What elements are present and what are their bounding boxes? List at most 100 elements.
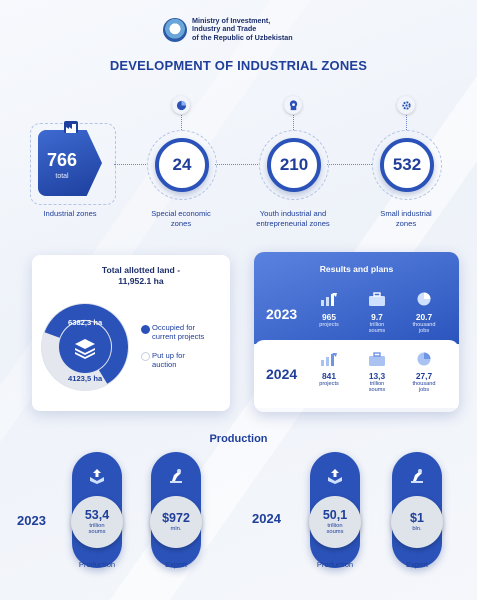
bar-growth-icon bbox=[321, 293, 337, 306]
factory-icon bbox=[64, 121, 78, 133]
production-2023-unit-1: trillion bbox=[89, 522, 105, 529]
connector-line bbox=[327, 164, 372, 165]
results-2023-projects: 965 bbox=[322, 312, 336, 322]
legend-auction-line-1: Put up for bbox=[152, 351, 185, 360]
export-2024-value: $1 bbox=[410, 510, 424, 525]
land-title-1: Total allotted land - bbox=[101, 265, 181, 275]
connector-line bbox=[114, 164, 148, 165]
legend-occupied-line-1: Occupied for bbox=[152, 323, 196, 332]
clock-pie-icon bbox=[417, 292, 431, 306]
export-2024-unit: bln. bbox=[412, 525, 422, 532]
youth-zones-count: 210 bbox=[267, 138, 321, 192]
export-2024-label: Export bbox=[406, 560, 428, 569]
special-zones-count: 24 bbox=[155, 138, 209, 192]
results-2024-jobs-unit-2: jobs bbox=[418, 387, 430, 394]
land-occupied-value: 6382,3 ha bbox=[68, 318, 103, 327]
production-2024-unit-1: trillion bbox=[327, 522, 343, 529]
results-year-2024: 2024 bbox=[266, 366, 298, 382]
small-zones-count: 532 bbox=[380, 138, 434, 192]
production-2023-label: Production bbox=[78, 560, 116, 569]
special-zones-label-1: Special economic bbox=[151, 209, 211, 218]
results-2024-jobs-unit: thousand jobs bbox=[399, 381, 449, 394]
production-2023-unit-2: soums bbox=[88, 529, 106, 535]
connector-line bbox=[406, 113, 407, 130]
state-emblem-logo bbox=[163, 18, 187, 42]
legend-auction-dot bbox=[141, 352, 150, 361]
land-title: Total allotted land - 11,952.1 ha bbox=[62, 265, 220, 287]
legend-occupied-label: Occupied for current projects bbox=[152, 323, 204, 341]
ministry-line-3: of the Republic of Uzbekistan bbox=[192, 32, 293, 42]
robot-arm-icon bbox=[399, 458, 435, 494]
small-zones-label-1: Small industrial bbox=[380, 209, 432, 218]
youth-zones-label: Youth industrial and entrepreneurial zon… bbox=[236, 209, 350, 229]
land-occupied-arc bbox=[42, 304, 128, 390]
industrial-zones-count: 766 bbox=[46, 150, 78, 170]
results-2024-soums-unit-2: soums bbox=[368, 387, 386, 394]
head-gears-icon bbox=[284, 96, 302, 114]
results-2023-jobs-unit-2: jobs bbox=[418, 328, 430, 335]
results-2023-projects-unit: projects bbox=[319, 322, 339, 328]
ministry-line-2: Industry and Trade bbox=[192, 24, 257, 34]
production-2024-label: Production bbox=[316, 560, 354, 569]
export-2024-value-circle: $1 bln. bbox=[391, 496, 443, 548]
results-2024-projects-unit: projects bbox=[319, 381, 339, 387]
results-2023-jobs-unit-1: thousand bbox=[412, 322, 436, 328]
export-2023-label: Export bbox=[165, 560, 187, 569]
production-2023-unit: trillion soums bbox=[88, 523, 105, 536]
ministry-line-1: Ministry of Investment, bbox=[192, 16, 271, 25]
industrial-zones-sub: total bbox=[55, 173, 69, 180]
small-zones-frame bbox=[372, 130, 442, 200]
legend-auction-label: Put up for auction bbox=[152, 351, 185, 369]
gears-icon bbox=[397, 96, 415, 114]
clock-pie-icon bbox=[417, 352, 431, 366]
box-upload-icon bbox=[317, 458, 353, 494]
production-title: Production bbox=[209, 433, 268, 445]
results-card: Results and plans 2023 965 projects 9.7 … bbox=[254, 252, 459, 412]
results-2023-jobs-unit: thousand jobs bbox=[399, 322, 449, 335]
production-2024-value: 50,1 bbox=[322, 507, 348, 522]
robot-arm-icon bbox=[158, 458, 194, 494]
small-zones-label-2: zones bbox=[395, 219, 417, 228]
special-zones-frame bbox=[147, 130, 217, 200]
briefcase-icon bbox=[369, 352, 385, 366]
youth-zones-frame bbox=[259, 130, 329, 200]
export-2023-unit: mln. bbox=[170, 525, 182, 532]
legend-auction-line-2: auction bbox=[152, 360, 177, 369]
youth-zones-label-1: Youth industrial and bbox=[259, 209, 327, 218]
results-2023-soums-unit: trillion soums bbox=[352, 322, 402, 335]
industrial-zones-label: Industrial zones bbox=[43, 209, 97, 218]
results-2023-soums-unit-2: soums bbox=[368, 328, 386, 335]
results-title: Results and plans bbox=[319, 264, 394, 274]
legend-occupied-line-2: current projects bbox=[152, 332, 205, 341]
special-zones-label: Special economic zones bbox=[130, 209, 232, 229]
youth-zones-label-2: entrepreneurial zones bbox=[256, 219, 330, 228]
results-2023-jobs: 20.7 bbox=[415, 312, 433, 322]
results-2023-soums: 9.7 bbox=[371, 312, 383, 322]
box-upload-icon bbox=[79, 458, 115, 494]
production-year-2023: 2023 bbox=[17, 513, 46, 528]
page-title: DEVELOPMENT OF INDUSTRIAL ZONES bbox=[109, 58, 368, 73]
connector-line bbox=[293, 113, 294, 130]
production-year-2024: 2024 bbox=[252, 511, 281, 526]
results-2024-soums: 13,3 bbox=[368, 371, 386, 381]
results-2024-soums-unit-1: trillion bbox=[369, 381, 385, 387]
legend-occupied-dot bbox=[141, 325, 150, 334]
bar-growth-icon bbox=[321, 353, 337, 366]
land-layers-icon bbox=[75, 339, 95, 359]
production-2024-unit-2: soums bbox=[326, 529, 344, 535]
industrial-zones-box bbox=[38, 130, 102, 196]
export-2023-value: $972 bbox=[162, 510, 190, 525]
pie-chart-icon bbox=[172, 96, 190, 114]
results-2023-soums-unit-1: trillion bbox=[369, 322, 385, 328]
small-zones-label: Small industrial zones bbox=[355, 209, 457, 229]
production-2023-value: 53,4 bbox=[84, 507, 110, 522]
production-2024-unit: trillion soums bbox=[326, 523, 343, 536]
connector-line bbox=[215, 164, 260, 165]
results-2024-soums-unit: trillion soums bbox=[352, 381, 402, 394]
results-2024-panel bbox=[254, 340, 459, 408]
results-2024-projects: 841 bbox=[322, 371, 336, 381]
connector-line bbox=[181, 113, 182, 130]
briefcase-icon bbox=[369, 292, 385, 306]
land-title-2: 11,952.1 ha bbox=[118, 276, 164, 286]
land-donut-chart bbox=[41, 303, 129, 391]
